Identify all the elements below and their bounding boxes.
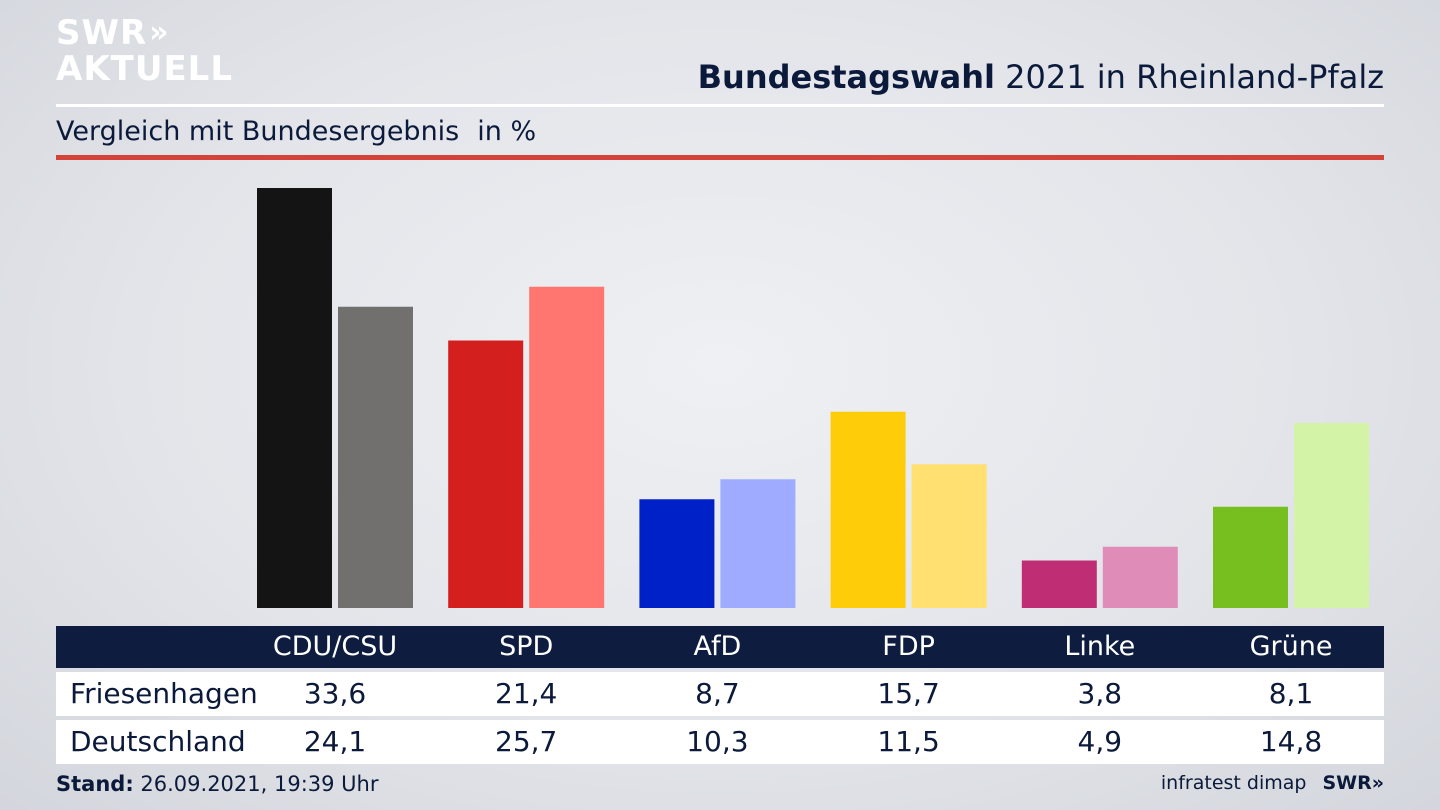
bar-spd-deutschland <box>529 286 605 608</box>
table-row-deutschland: Deutschland 24,1 25,7 10,3 11,5 4,9 14,8 <box>56 720 1384 764</box>
bar-cdu-csu-friesenhagen <box>257 188 332 608</box>
bar-fdp-deutschland <box>911 464 987 608</box>
bar-gr-ne-deutschland <box>1294 423 1369 608</box>
chart-subtitle: Vergleich mit Bundesergebnis in % <box>56 116 536 147</box>
bar-linke-deutschland <box>1102 546 1178 608</box>
value-friesenhagen-afd: 8,7 <box>695 677 740 710</box>
column-header-spd: SPD <box>499 631 554 662</box>
column-header-fdp: FDP <box>882 631 935 662</box>
title-bold: Bundestagswahl <box>697 58 995 96</box>
bar-spd-friesenhagen <box>448 340 524 608</box>
value-deutschland-gr-ne: 14,8 <box>1259 725 1323 758</box>
logo-aktuell: AKTUELL <box>56 49 234 89</box>
source-credit: infratest dimap SWR» <box>1161 772 1384 794</box>
row-label-friesenhagen: Friesenhagen <box>70 677 258 710</box>
row-label-deutschland: Deutschland <box>70 725 246 758</box>
value-friesenhagen-gr-ne: 8,1 <box>1268 677 1314 710</box>
value-friesenhagen-fdp: 15,7 <box>877 677 940 710</box>
bar-chart <box>257 188 1369 608</box>
unit-label: in % <box>477 116 537 147</box>
value-friesenhagen-linke: 3,8 <box>1077 677 1123 710</box>
page-title: Bundestagswahl 2021 in Rheinland-Pfalz <box>698 58 1384 96</box>
source-label: infratest dimap <box>1160 772 1307 794</box>
table-header: CDU/CSU SPD AfD FDP Linke Grüne <box>56 626 1384 668</box>
bar-linke-friesenhagen <box>1021 560 1097 608</box>
bar-cdu-csu-deutschland <box>338 306 413 608</box>
column-header-afd: AfD <box>693 631 742 662</box>
value-deutschland-linke: 4,9 <box>1077 725 1123 758</box>
stand-value: 26.09.2021, 19:39 Uhr <box>133 772 379 796</box>
value-friesenhagen-cdu-csu: 33,6 <box>303 677 367 710</box>
bar-afd-deutschland <box>720 479 796 608</box>
value-deutschland-fdp: 11,5 <box>877 725 940 758</box>
stand-label: Stand: <box>56 772 134 796</box>
logo-swr: SWR <box>56 13 148 53</box>
bar-gr-ne-friesenhagen <box>1213 506 1288 608</box>
bar-fdp-friesenhagen <box>830 411 906 608</box>
swr-logo-small: SWR» <box>1322 772 1384 794</box>
swr-aktuell-logo: SWR» AKTUELL <box>56 16 233 86</box>
subtitle-divider <box>56 155 1384 160</box>
value-friesenhagen-spd: 21,4 <box>495 677 558 710</box>
title-rest: 2021 in Rheinland-Pfalz <box>995 58 1384 96</box>
column-header-cdu-csu: CDU/CSU <box>272 631 398 662</box>
timestamp: Stand: 26.09.2021, 19:39 Uhr <box>56 772 379 796</box>
value-deutschland-spd: 25,7 <box>495 725 558 758</box>
results-table: CDU/CSU SPD AfD FDP Linke Grüne Friesenhagen 3… <box>56 626 1384 764</box>
column-header-linke: Linke <box>1064 631 1136 662</box>
value-deutschland-afd: 10,3 <box>686 725 749 758</box>
header-divider <box>56 104 1384 107</box>
value-deutschland-cdu-csu: 24,1 <box>303 725 367 758</box>
column-header-gr-ne: Grüne <box>1249 631 1333 662</box>
bar-afd-friesenhagen <box>639 499 715 608</box>
subtitle-text: Vergleich mit Bundesergebnis <box>56 116 460 147</box>
table-row-friesenhagen: Friesenhagen 33,6 21,4 8,7 15,7 3,8 8,1 <box>56 672 1384 716</box>
